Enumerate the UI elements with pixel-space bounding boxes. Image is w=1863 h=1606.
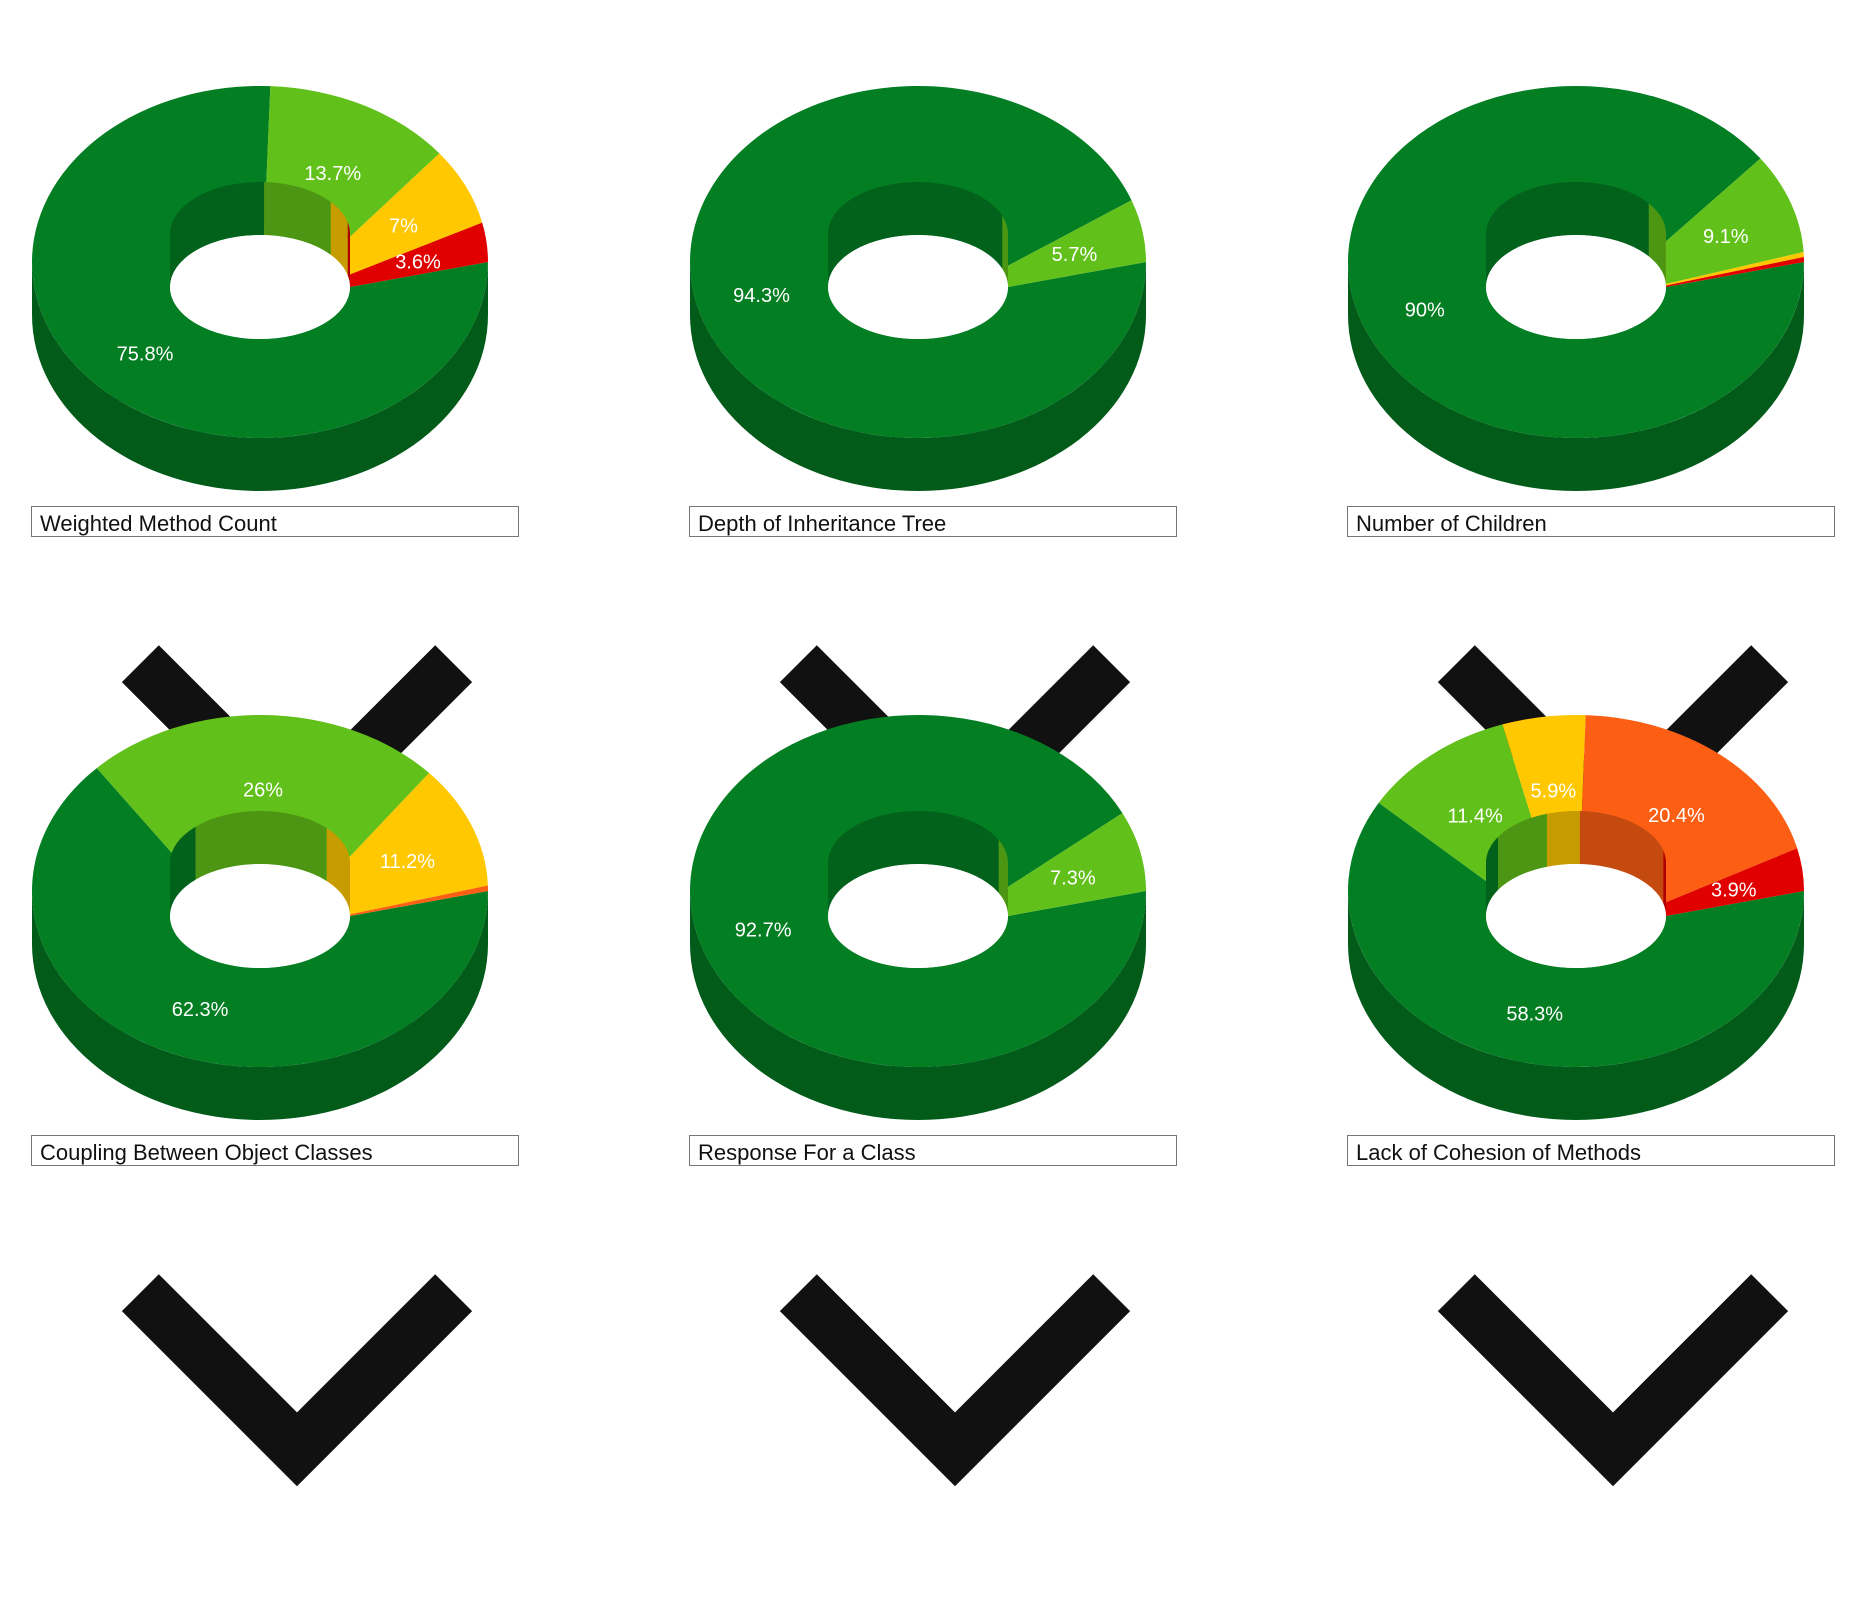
- donut-hole: [1486, 235, 1666, 339]
- chart-lack-of-cohesion-of-methods: 58.3%11.4%5.9%20.4%3.9% Lack of Cohesion…: [1316, 629, 1846, 1129]
- chart-weighted-method-count: 75.8%13.7%7%3.6% Weighted Method Count: [0, 0, 530, 500]
- donut-chart: 58.3% 11.4% 5.9% 20.4% 3.9%: [1316, 629, 1846, 1099]
- slice-label: 75.8%: [117, 343, 174, 365]
- slice-label: 13.7%: [304, 163, 361, 185]
- metric-select[interactable]: Number of Children: [1347, 506, 1835, 537]
- donut-chart: 62.3% 26% 11.2%: [0, 629, 530, 1099]
- slice-label: 11.2%: [380, 851, 435, 873]
- donut-hole: [828, 235, 1008, 339]
- donut-hole: [1486, 864, 1666, 968]
- slice-label: 62.3%: [172, 999, 229, 1021]
- chart-number-of-children: 90%9.1% Number of Children: [1316, 0, 1846, 500]
- slice-label: 5.9%: [1531, 781, 1577, 803]
- metric-select[interactable]: Lack of Cohesion of Methods: [1347, 1135, 1835, 1166]
- donut-hole: [170, 864, 350, 968]
- metric-select[interactable]: Depth of Inheritance Tree: [689, 506, 1177, 537]
- donut-chart: 92.7% 7.3%: [658, 629, 1188, 1099]
- slice-label: 3.9%: [1711, 880, 1757, 902]
- slice-label: 94.3%: [733, 285, 790, 307]
- metric-select[interactable]: Weighted Method Count: [31, 506, 519, 537]
- donut-chart: 75.8% 13.7% 7% 3.6%: [0, 0, 530, 470]
- chart-coupling-between-object-classes: 62.3%26%11.2% Coupling Between Object Cl…: [0, 629, 530, 1129]
- chevron-down-icon: [32, 1136, 562, 1606]
- chart-depth-of-inheritance-tree: 94.3%5.7% Depth of Inheritance Tree: [658, 0, 1188, 500]
- slice-label: 7%: [389, 215, 418, 237]
- chevron-down-icon: [690, 1136, 1220, 1606]
- donut-hole: [170, 235, 350, 339]
- slice-label: 11.4%: [1448, 805, 1503, 827]
- slice-label: 7.3%: [1050, 868, 1096, 890]
- slice-label: 3.6%: [395, 252, 441, 274]
- metric-select[interactable]: Coupling Between Object Classes: [31, 1135, 519, 1166]
- donut-chart: 90% 9.1%: [1316, 0, 1846, 470]
- metric-select[interactable]: Response For a Class: [689, 1135, 1177, 1166]
- slice-label: 5.7%: [1052, 244, 1098, 266]
- chart-response-for-a-class: 92.7%7.3% Response For a Class: [658, 629, 1188, 1129]
- slice-label: 26%: [243, 780, 283, 802]
- donut-hole: [828, 864, 1008, 968]
- donut-chart: 94.3% 5.7%: [658, 0, 1188, 470]
- slice-label: 9.1%: [1703, 226, 1749, 248]
- slice-label: 90%: [1405, 300, 1445, 322]
- slice-label: 58.3%: [1506, 1004, 1563, 1026]
- slice-label: 20.4%: [1648, 805, 1705, 827]
- slice-label: 92.7%: [735, 919, 792, 941]
- slice-inner-wall: [1547, 811, 1580, 867]
- chevron-down-icon: [1348, 1136, 1863, 1606]
